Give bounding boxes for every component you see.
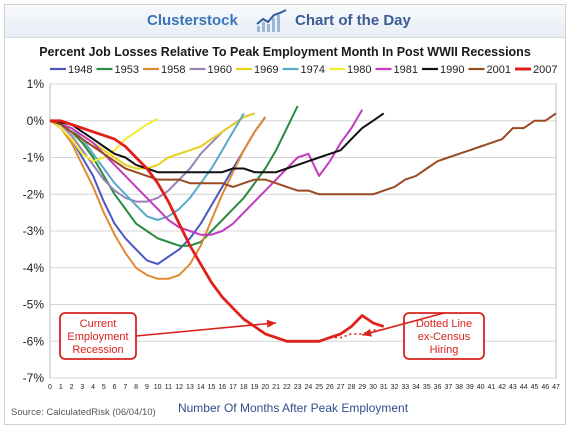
- x-tick-label: 25: [315, 384, 323, 391]
- brand-tagline: Chart of the Day: [295, 12, 411, 29]
- legend-label-1974: 1974: [301, 64, 325, 76]
- x-tick-label: 10: [154, 384, 162, 391]
- legend-label-1980: 1980: [347, 64, 371, 76]
- y-tick-label: -4%: [23, 261, 45, 275]
- x-tick-label: 8: [134, 384, 138, 391]
- chart-title: Percent Job Losses Relative To Peak Empl…: [39, 45, 531, 59]
- x-axis-label: Number Of Months After Peak Employment: [178, 401, 409, 415]
- x-tick-label: 21: [272, 384, 280, 391]
- x-tick-label: 32: [391, 384, 399, 391]
- x-tick-label: 1: [59, 384, 63, 391]
- x-tick-label: 13: [186, 384, 194, 391]
- y-tick-label: -6%: [23, 334, 45, 348]
- x-tick-label: 37: [444, 384, 452, 391]
- source-note: Source: CalculatedRisk (06/04/10): [11, 407, 156, 418]
- annotation-arrow: [135, 322, 277, 337]
- x-tick-label: 18: [240, 384, 248, 391]
- annotation-text: Hiring: [430, 344, 459, 356]
- legend-label-1981: 1981: [394, 64, 418, 76]
- annotation-arrowhead: [266, 319, 277, 328]
- x-tick-label: 34: [412, 384, 420, 391]
- x-tick-label: 27: [337, 384, 345, 391]
- x-tick-label: 44: [520, 384, 528, 391]
- y-tick-label: -7%: [23, 371, 45, 385]
- series-line-2001: [49, 112, 557, 196]
- x-tick-label: 17: [229, 384, 237, 391]
- annotation-arrowhead: [362, 328, 372, 337]
- legend-label-1953: 1953: [115, 64, 139, 76]
- annotation-text: ex-Census: [418, 331, 471, 343]
- x-tick-label: 28: [348, 384, 356, 391]
- annotation-arrow: [362, 312, 445, 336]
- legend-label-1960: 1960: [208, 64, 232, 76]
- annotation-text: Employment: [67, 331, 128, 343]
- x-tick-label: 6: [113, 384, 117, 391]
- x-tick-label: 22: [283, 384, 291, 391]
- x-tick-label: 42: [498, 384, 506, 391]
- x-tick-label: 0: [48, 384, 52, 391]
- series-line-1990: [49, 112, 385, 174]
- x-tick-label: 15: [208, 384, 216, 391]
- x-tick-label: 19: [251, 384, 259, 391]
- y-tick-label: 0%: [27, 114, 45, 128]
- x-tick-label: 2: [70, 384, 74, 391]
- brand-name: Clusterstock: [147, 12, 238, 29]
- legend-label-2007: 2007: [533, 64, 557, 76]
- x-tick-label: 35: [423, 384, 431, 391]
- x-tick-label: 40: [477, 384, 485, 391]
- x-tick-label: 47: [552, 384, 560, 391]
- annotation-text: Recession: [72, 344, 123, 356]
- trend-chart-logo-icon: [255, 8, 289, 39]
- legend-label-1958: 1958: [161, 64, 185, 76]
- x-tick-label: 24: [304, 384, 312, 391]
- series-line-2007: [50, 119, 385, 343]
- y-tick-label: -2%: [23, 187, 45, 201]
- x-tick-label: 11: [165, 384, 172, 391]
- y-tick-label: 1%: [27, 77, 45, 91]
- x-tick-label: 26: [326, 384, 334, 391]
- x-tick-label: 20: [261, 384, 269, 391]
- x-tick-label: 4: [91, 384, 95, 391]
- series-line-1980: [49, 118, 159, 163]
- x-tick-label: 14: [197, 384, 205, 391]
- series-line-1958: [49, 116, 267, 280]
- x-tick-label: 33: [401, 384, 409, 391]
- x-tick-label: 43: [509, 384, 517, 391]
- x-tick-label: 23: [294, 384, 302, 391]
- annotation-text: Dotted Line: [416, 318, 472, 330]
- series-line-1948: [49, 116, 267, 266]
- x-tick-label: 31: [380, 384, 388, 391]
- legend-label-1948: 1948: [68, 64, 92, 76]
- x-tick-label: 38: [455, 384, 463, 391]
- y-tick-label: -3%: [23, 224, 45, 238]
- x-tick-label: 3: [80, 384, 84, 391]
- x-tick-label: 45: [531, 384, 539, 391]
- x-tick-label: 7: [123, 384, 127, 391]
- legend-label-1990: 1990: [440, 64, 464, 76]
- x-tick-label: 46: [541, 384, 549, 391]
- x-tick-label: 9: [145, 384, 149, 391]
- legend-label-1969: 1969: [254, 64, 278, 76]
- x-tick-label: 30: [369, 384, 377, 391]
- series-line-2007-ex-census: [329, 329, 384, 339]
- annotation-text: Current: [80, 318, 117, 330]
- x-tick-label: 16: [218, 384, 226, 391]
- series-line-1953: [49, 105, 299, 247]
- brand-banner: Clusterstock Chart of the Day: [5, 5, 565, 38]
- x-tick-label: 5: [102, 384, 106, 391]
- y-tick-label: -1%: [23, 151, 45, 165]
- legend-label-2001: 2001: [487, 64, 511, 76]
- x-tick-label: 39: [466, 384, 474, 391]
- x-tick-label: 29: [358, 384, 366, 391]
- y-tick-label: -5%: [23, 298, 45, 312]
- x-tick-label: 12: [175, 384, 183, 391]
- x-tick-label: 41: [488, 384, 496, 391]
- x-tick-label: 36: [434, 384, 442, 391]
